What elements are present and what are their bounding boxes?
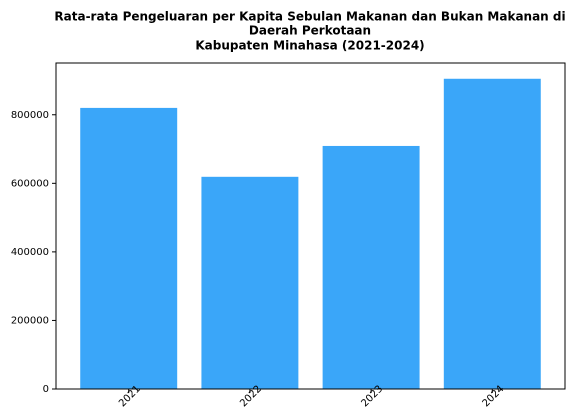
chart-title: Daerah Perkotaan	[249, 24, 371, 38]
y-tick-label: 400000	[11, 247, 49, 258]
y-tick-label: 200000	[11, 315, 49, 326]
bar	[322, 145, 420, 389]
plot-frame	[55, 62, 566, 390]
y-tick-label: 0	[43, 384, 49, 395]
bar	[80, 107, 178, 389]
chart-title: Kabupaten Minahasa (2021-2024)	[195, 39, 424, 53]
bar	[201, 176, 299, 389]
y-tick-label: 800000	[11, 110, 49, 121]
chart-title: Rata-rata Pengeluaran per Kapita Sebulan…	[54, 10, 565, 24]
bar	[443, 78, 541, 389]
y-tick-label: 600000	[11, 178, 49, 189]
